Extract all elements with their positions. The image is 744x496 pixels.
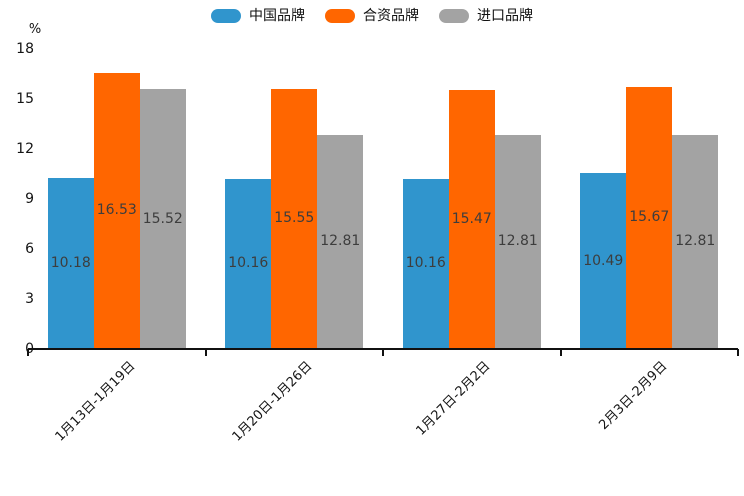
y-axis-tick-label: 12 bbox=[16, 141, 34, 157]
x-axis-tick bbox=[204, 349, 207, 356]
bar-value-label: 15.52 bbox=[142, 210, 183, 227]
bar-value-label: 10.18 bbox=[50, 255, 91, 272]
legend-item-1[interactable]: 中国品牌 bbox=[211, 8, 305, 24]
bar-进口品牌-2: 12.81 bbox=[317, 134, 364, 348]
bar-合资品牌-2: 15.55 bbox=[271, 88, 318, 348]
legend-label: 中国品牌 bbox=[249, 8, 305, 24]
x-axis-tick bbox=[382, 349, 384, 356]
x-axis-category-label: 1月27日-2月2日 bbox=[413, 358, 494, 439]
y-axis-tick-label: 9 bbox=[25, 191, 34, 207]
bar-合资品牌-1: 16.53 bbox=[93, 72, 140, 348]
bar-value-label: 12.81 bbox=[675, 233, 716, 250]
y-axis-tick-label: 18 bbox=[16, 41, 34, 57]
legend-swatch-icon bbox=[325, 9, 355, 23]
bar-value-label: 10.49 bbox=[583, 252, 624, 269]
bar-中国品牌-4: 10.49 bbox=[580, 173, 627, 348]
legend: 中国品牌 合资品牌 进口品牌 bbox=[0, 8, 744, 24]
bar-value-label: 15.47 bbox=[451, 211, 492, 228]
bar-中国品牌-2: 10.16 bbox=[225, 178, 272, 348]
bar-进口品牌-3: 12.81 bbox=[494, 134, 541, 348]
x-axis-tick bbox=[27, 349, 29, 356]
bar-合资品牌-3: 15.47 bbox=[448, 90, 495, 348]
y-axis-tick-label: 15 bbox=[16, 91, 34, 107]
bar-中国品牌-1: 10.18 bbox=[47, 178, 94, 348]
bar-value-label: 16.53 bbox=[96, 202, 137, 219]
legend-label: 合资品牌 bbox=[363, 8, 419, 24]
legend-swatch-icon bbox=[439, 9, 469, 23]
x-axis-category-label: 2月3日-2月9日 bbox=[596, 358, 671, 433]
bar-value-label: 10.16 bbox=[405, 255, 446, 272]
bar-进口品牌-1: 15.52 bbox=[139, 89, 186, 348]
bar-合资品牌-4: 15.67 bbox=[626, 86, 673, 348]
bar-value-label: 15.67 bbox=[629, 209, 670, 226]
x-axis-tick bbox=[737, 349, 739, 356]
bar-中国品牌-3: 10.16 bbox=[402, 178, 449, 348]
x-axis-category-label: 1月13日-1月19日 bbox=[52, 358, 139, 445]
x-axis-category-label: 1月20日-1月26日 bbox=[229, 358, 316, 445]
bar-value-label: 10.16 bbox=[228, 255, 269, 272]
legend-item-3[interactable]: 进口品牌 bbox=[439, 8, 533, 24]
legend-label: 进口品牌 bbox=[477, 8, 533, 24]
x-axis-tick bbox=[559, 349, 562, 356]
y-axis-unit-label: % bbox=[28, 22, 42, 37]
bar-value-label: 12.81 bbox=[320, 233, 361, 250]
y-axis-tick-label: 3 bbox=[25, 291, 34, 307]
bar-value-label: 12.81 bbox=[497, 233, 538, 250]
legend-swatch-icon bbox=[211, 9, 241, 23]
y-axis-tick-label: 6 bbox=[25, 241, 34, 257]
bar-进口品牌-4: 12.81 bbox=[672, 134, 719, 348]
legend-item-2[interactable]: 合资品牌 bbox=[325, 8, 419, 24]
bar-value-label: 15.55 bbox=[274, 210, 315, 227]
